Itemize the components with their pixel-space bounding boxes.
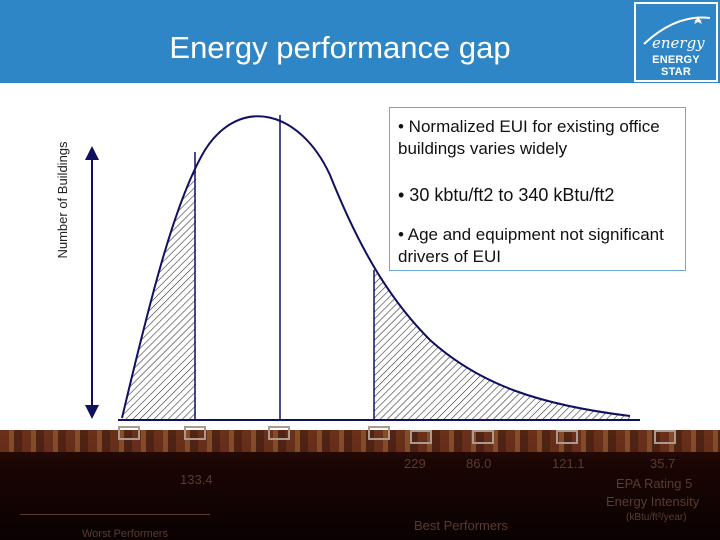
energy-star-swoosh-icon: energy — [643, 16, 711, 52]
tick-label: 133.4 — [180, 472, 213, 487]
rating-marker — [118, 426, 140, 440]
unit-label: (kBtu/ft²/year) — [626, 512, 687, 523]
bullet-eui-varies: • Normalized EUI for existing office bui… — [398, 117, 660, 158]
right-tail-hatch — [374, 266, 630, 420]
callout-box: • Normalized EUI for existing office bui… — [389, 107, 686, 271]
rating-marker — [184, 426, 206, 440]
energy-star-logo: energy ENERGY STAR — [634, 2, 718, 82]
left-tail-hatch — [122, 166, 196, 420]
rating-marker — [268, 426, 290, 440]
logo-text: ENERGY STAR — [652, 54, 700, 78]
rating-marker — [410, 430, 432, 444]
tick-label: 86.0 — [466, 456, 492, 471]
vertical-double-arrow — [85, 146, 99, 419]
logo-script: energy — [652, 34, 705, 52]
bullet-eui-range: • 30 kbtu/ft2 to 340 kBtu/ft2 — [398, 185, 615, 205]
rating-label: EPA Rating 5 — [616, 476, 693, 491]
bottom-texture-strip — [0, 430, 720, 452]
rating-marker — [654, 430, 676, 444]
intensity-label: Energy Intensity — [606, 494, 700, 509]
tick-label: 121.1 — [552, 456, 585, 471]
y-axis-label: Number of Buildings — [55, 141, 70, 259]
rating-marker — [472, 430, 494, 444]
tick-label: 35.7 — [650, 456, 676, 471]
rating-marker — [368, 426, 390, 440]
rating-marker — [556, 430, 578, 444]
page-title: Energy performance gap — [169, 30, 511, 65]
worst-performers-label: Worst Performers — [82, 528, 168, 540]
best-performers-label: Best Performers — [414, 518, 508, 533]
distribution-diagram — [85, 115, 640, 421]
worst-arrow-line — [20, 514, 210, 515]
bullet-drivers: • Age and equipment not significant driv… — [398, 225, 664, 266]
tick-label: 229 — [404, 456, 426, 471]
distribution-curve — [121, 115, 631, 419]
title-bar: Energy performance gap energy ENERGY STA… — [0, 0, 720, 83]
